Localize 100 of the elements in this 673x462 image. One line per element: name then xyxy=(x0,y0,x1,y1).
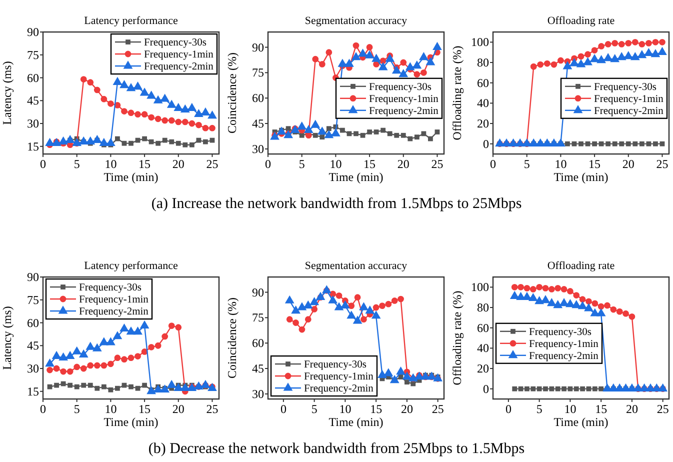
legend-label: Frequency-30s xyxy=(594,82,656,93)
point xyxy=(367,130,372,134)
x-tick-label: 20 xyxy=(397,157,410,171)
point xyxy=(101,384,106,390)
y-tick-label: 80 xyxy=(477,300,489,314)
chart-title: Latency performance xyxy=(84,260,178,272)
point xyxy=(46,366,53,374)
point xyxy=(187,102,197,111)
point xyxy=(432,42,442,50)
legend-label: Frequency-30s xyxy=(529,326,592,338)
chart-title: Offloading rate xyxy=(547,260,615,272)
point xyxy=(304,124,314,133)
legend-label: Frequency-1min xyxy=(304,372,374,382)
x-tick-label: 15 xyxy=(588,157,601,171)
point xyxy=(134,353,141,360)
point xyxy=(128,384,134,390)
point xyxy=(583,57,592,66)
point xyxy=(200,107,210,116)
point xyxy=(108,360,114,368)
point xyxy=(189,142,194,148)
legend-label: Frequency-1min xyxy=(529,338,600,350)
text: (a) Increase the network bandwidth from 1.5Mbps to 25Mbps xyxy=(151,196,522,212)
point xyxy=(297,121,307,130)
point xyxy=(537,61,544,68)
point xyxy=(586,386,592,392)
point xyxy=(65,350,75,360)
point xyxy=(166,380,176,388)
point xyxy=(543,386,548,392)
x-axis-title: Time (min) xyxy=(328,170,384,184)
point xyxy=(108,387,114,392)
point xyxy=(565,141,570,146)
point xyxy=(106,337,116,346)
point xyxy=(524,386,530,392)
point xyxy=(598,141,604,146)
point xyxy=(86,136,96,145)
point xyxy=(562,386,566,392)
point xyxy=(175,324,182,331)
point xyxy=(616,308,623,315)
point xyxy=(45,358,54,367)
y-axis-title: Latency (ms) xyxy=(0,306,14,370)
point xyxy=(169,139,174,144)
point xyxy=(592,386,598,392)
y-tick-label: 15 xyxy=(27,139,39,154)
point xyxy=(346,310,356,319)
point xyxy=(544,60,550,67)
point xyxy=(360,132,366,138)
y-tick-label: 45 xyxy=(252,362,264,376)
legend-label: Frequency-2min xyxy=(79,306,150,318)
point xyxy=(536,138,546,147)
point xyxy=(632,141,638,146)
y-tick-label: 75 xyxy=(27,292,39,307)
point xyxy=(524,285,530,292)
point xyxy=(65,134,75,143)
x-tick-label: 15 xyxy=(138,157,151,171)
point xyxy=(354,294,361,301)
y-tick-label: 90 xyxy=(252,285,264,300)
point xyxy=(540,294,550,304)
x-tick-label: 10 xyxy=(104,402,117,416)
point xyxy=(326,126,332,132)
x-tick-label: 15 xyxy=(364,157,376,171)
x-tick-label: 10 xyxy=(339,402,352,416)
chart-title: Offloading rate xyxy=(547,15,615,27)
chart-title: Segmentation accuracy xyxy=(304,260,408,272)
point xyxy=(612,40,618,46)
point xyxy=(351,52,361,60)
point xyxy=(626,141,631,146)
point xyxy=(142,136,147,142)
point xyxy=(92,134,102,143)
point xyxy=(312,132,318,138)
point xyxy=(518,386,524,392)
point xyxy=(202,124,209,132)
y-tick-label: 60 xyxy=(27,316,39,330)
x-axis-title: Time (min) xyxy=(554,415,608,429)
legend-label: Frequency-2min xyxy=(529,350,600,362)
point xyxy=(610,306,617,313)
point xyxy=(344,58,354,67)
y-tick-label: 0 xyxy=(483,136,489,151)
y-tick-label: 75 xyxy=(252,310,264,325)
point xyxy=(528,292,538,302)
point xyxy=(320,134,325,140)
point xyxy=(548,286,555,292)
point xyxy=(612,141,618,146)
y-tick-label: 90 xyxy=(252,40,264,54)
point xyxy=(141,111,148,118)
legend-label: Frequency-2min xyxy=(144,62,214,72)
x-tick-label: 25 xyxy=(656,157,668,171)
point xyxy=(596,55,606,64)
legend-label: Frequency-1min xyxy=(144,50,214,60)
point xyxy=(148,139,154,144)
point xyxy=(336,292,342,299)
point xyxy=(324,130,334,138)
point xyxy=(358,48,368,57)
y-tick-label: 100 xyxy=(471,35,489,50)
point xyxy=(100,96,108,102)
point xyxy=(58,352,68,361)
point xyxy=(121,356,128,363)
point xyxy=(379,302,386,309)
point xyxy=(140,320,150,329)
point xyxy=(606,141,611,146)
point xyxy=(392,66,402,74)
